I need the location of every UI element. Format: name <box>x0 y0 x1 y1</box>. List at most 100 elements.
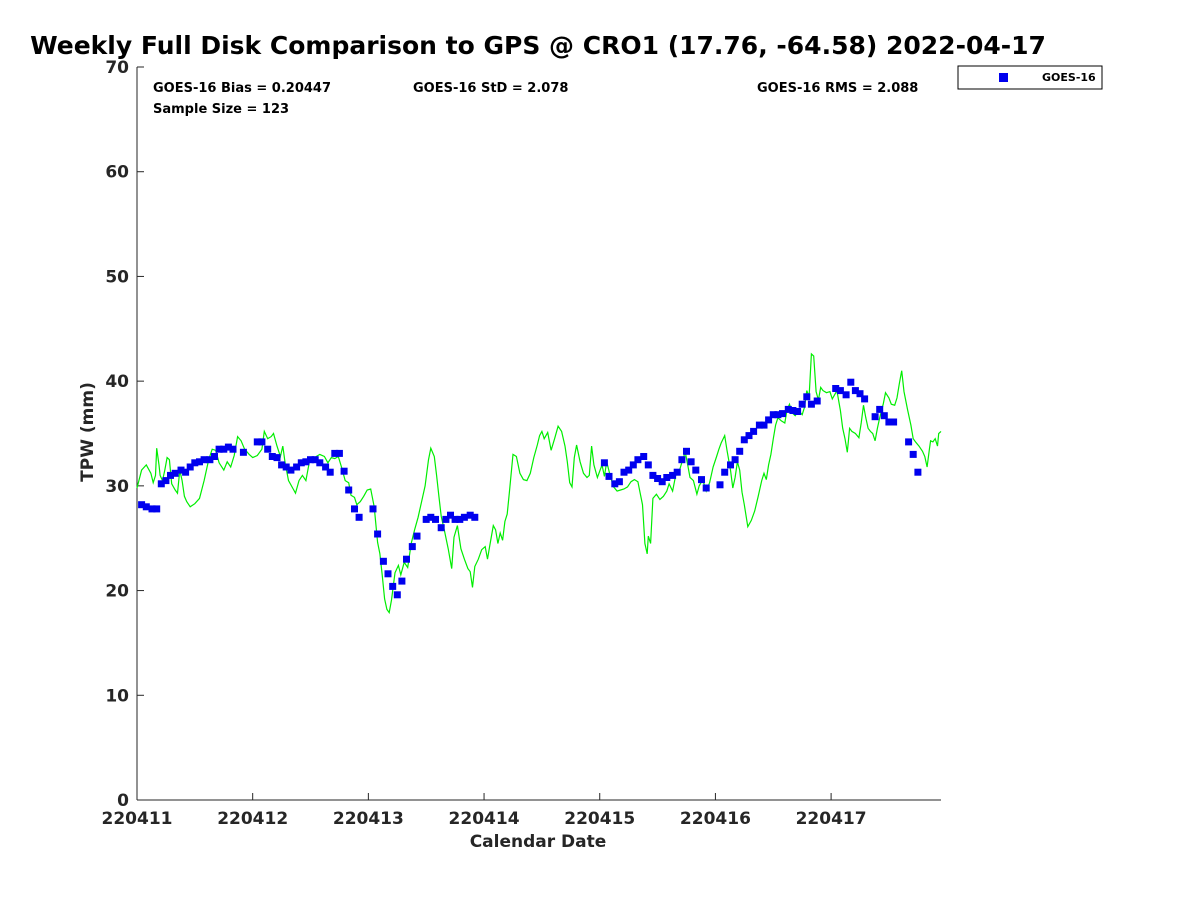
goes16-point <box>600 459 608 467</box>
goes16-point <box>721 468 729 476</box>
goes16-point <box>678 456 686 464</box>
goes16-point <box>760 421 768 429</box>
x-tick-label: 220415 <box>564 809 635 829</box>
goes16-point <box>379 557 387 565</box>
goes16-point <box>669 471 677 479</box>
x-tick-label: 220417 <box>796 809 867 829</box>
goes16-point <box>224 443 232 451</box>
goes16-point <box>148 505 156 513</box>
plot-area: 0 10 20 30 40 50 60 70 220411 220412 220413 220414 2… <box>102 58 942 829</box>
goes16-point <box>335 449 343 457</box>
x-tick-label: 220412 <box>217 809 288 829</box>
goes16-point <box>322 463 330 471</box>
goes16-point <box>153 505 161 513</box>
goes16-point <box>316 459 324 467</box>
y-tick-label: 20 <box>105 582 129 602</box>
goes16-point <box>355 513 363 521</box>
goes16-point <box>182 468 190 476</box>
goes16-point <box>206 456 214 464</box>
legend-label-goes16: GOES-16 <box>1042 71 1096 84</box>
goes16-point <box>171 469 179 477</box>
goes16-point <box>736 447 744 455</box>
goes16-point <box>297 459 305 467</box>
goes16-point <box>351 505 358 513</box>
goes16-point <box>162 477 170 485</box>
rms-annotation: GOES-16 RMS = 2.088 <box>757 81 918 96</box>
goes16-point <box>698 476 705 484</box>
goes16-point <box>745 432 753 440</box>
goes16-point <box>842 391 850 399</box>
goes16-point <box>311 456 319 464</box>
y-tick-label: 50 <box>105 267 129 287</box>
goes16-point <box>432 515 439 523</box>
goes16-point <box>253 438 261 446</box>
y-tick-label: 60 <box>105 163 129 183</box>
goes16-point <box>890 418 898 426</box>
x-tick-label: 220414 <box>449 809 520 829</box>
y-tick-label: 30 <box>105 477 129 497</box>
goes16-point <box>287 466 295 474</box>
x-tick-label: 220411 <box>102 809 173 829</box>
goes16-point <box>885 418 893 426</box>
y-tick-label: 70 <box>105 58 129 78</box>
goes16-point <box>683 447 690 455</box>
goes16-point <box>716 481 724 489</box>
goes16-point <box>278 461 286 469</box>
goes16-point <box>905 438 913 446</box>
goes16-point <box>634 456 642 464</box>
goes16-point <box>876 405 884 413</box>
goes16-point <box>774 411 782 419</box>
legend: GOES-16 <box>957 65 1103 90</box>
goes16-point <box>403 555 410 563</box>
goes16-point <box>186 463 194 471</box>
goes16-point <box>398 577 406 585</box>
goes16-point <box>620 468 628 476</box>
goes16-point <box>644 461 652 469</box>
goes16-point <box>847 378 855 386</box>
goes16-point <box>765 416 773 424</box>
goes16-point <box>731 456 739 464</box>
goes16-point <box>702 484 710 492</box>
goes16-point <box>239 448 247 456</box>
goes16-point <box>460 513 468 521</box>
goes16-point <box>177 466 185 474</box>
x-tick-label: 220416 <box>680 809 751 829</box>
goes16-point <box>142 503 150 511</box>
goes16-point <box>369 505 377 513</box>
goes16-point <box>229 445 237 453</box>
goes16-point <box>302 458 310 466</box>
goes16-point <box>750 427 758 435</box>
goes16-point <box>687 458 695 466</box>
goes16-point <box>611 480 619 488</box>
goes16-point <box>326 468 334 476</box>
goes16-point <box>331 449 339 457</box>
stats-annotations: GOES-16 Bias = 0.20447 GOES-16 StD = 2.0… <box>153 81 918 117</box>
goes16-point <box>832 385 840 392</box>
goes16-point <box>740 436 748 444</box>
goes16-point <box>196 458 203 466</box>
goes16-point <box>663 474 671 481</box>
goes16-point <box>803 393 811 401</box>
goes16-point <box>384 570 392 578</box>
goes16-point <box>673 468 681 476</box>
y-tick-label: 40 <box>105 372 129 392</box>
goes16-point <box>427 513 435 521</box>
goes16-point <box>755 421 763 429</box>
goes16-point <box>880 412 888 420</box>
goes16-point <box>389 582 397 590</box>
goes16-point <box>167 471 174 479</box>
goes16-point <box>437 524 445 532</box>
legend-marker-goes16 <box>999 73 1008 82</box>
goes16-point <box>692 466 700 474</box>
goes16-point <box>769 411 777 419</box>
goes16-point <box>258 438 266 446</box>
goes16-point <box>658 478 666 486</box>
y-tick-label: 0 <box>117 791 129 811</box>
goes16-point <box>374 530 382 538</box>
goes16-point <box>914 468 922 476</box>
x-tick-label: 220413 <box>333 809 404 829</box>
goes16-point <box>422 515 430 523</box>
goes16-point <box>640 453 648 460</box>
goes16-point <box>273 454 281 462</box>
goes16-point <box>211 453 218 460</box>
